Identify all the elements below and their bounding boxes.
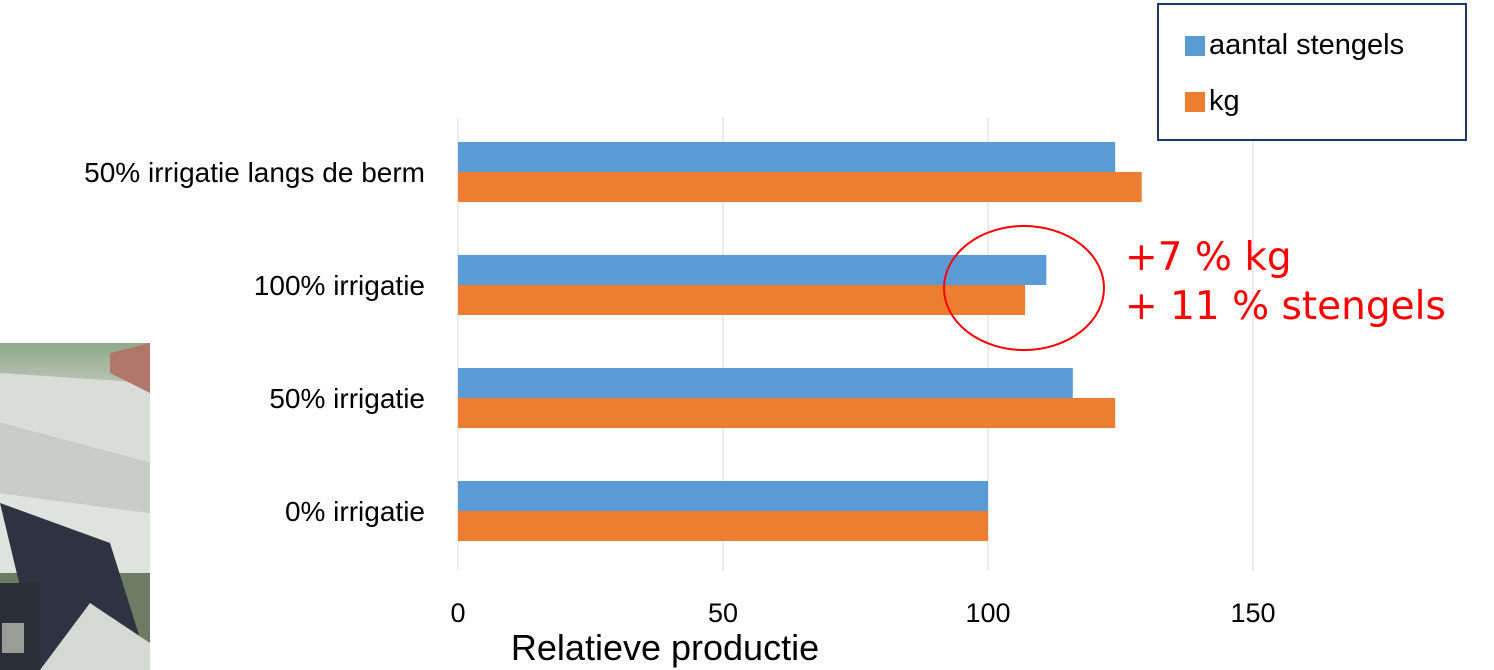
category-label: 100% irrigatie: [254, 270, 425, 301]
x-tick-label: 150: [1230, 598, 1275, 628]
legend: aantal stengels kg: [1157, 3, 1467, 141]
bar-aantal-stengels: [458, 481, 988, 511]
category-label: 50% irrigatie langs de berm: [84, 157, 425, 188]
legend-label: aantal stengels: [1209, 29, 1405, 61]
x-tick-labels: 0 50 100 150: [450, 598, 1275, 628]
highlight-circle: [943, 225, 1105, 351]
bar-kg: [458, 511, 988, 541]
legend-item-aantal-stengels: aantal stengels: [1185, 29, 1404, 62]
legend-item-kg: kg: [1185, 85, 1240, 118]
legend-label: kg: [1209, 85, 1240, 117]
x-tick-label: 100: [965, 598, 1010, 628]
field-photo: [0, 343, 150, 670]
bar-kg: [458, 398, 1116, 428]
bar-kg: [458, 285, 1026, 315]
category-labels: 0% irrigatie 50% irrigatie 100% irrigatie 5…: [84, 157, 425, 527]
category-label: 50% irrigatie: [269, 383, 425, 414]
bars: [458, 142, 1142, 541]
annotation-line-kg: +7 % kg: [1125, 235, 1292, 280]
x-axis-title: Relatieve productie: [511, 627, 819, 668]
legend-swatch-kg: [1185, 91, 1205, 112]
category-label: 0% irrigatie: [285, 496, 425, 527]
annotation: +7 % kg + 11 % stengels: [1125, 233, 1446, 331]
x-tick-label: 50: [708, 598, 738, 628]
x-tick-label: 0: [450, 598, 465, 628]
bar-aantal-stengels: [458, 368, 1073, 398]
bar-aantal-stengels: [458, 255, 1047, 285]
legend-swatch-aantal-stengels: [1185, 35, 1205, 56]
bar-kg: [458, 172, 1142, 202]
bar-aantal-stengels: [458, 142, 1116, 172]
annotation-line-stengels: + 11 % stengels: [1125, 284, 1446, 329]
